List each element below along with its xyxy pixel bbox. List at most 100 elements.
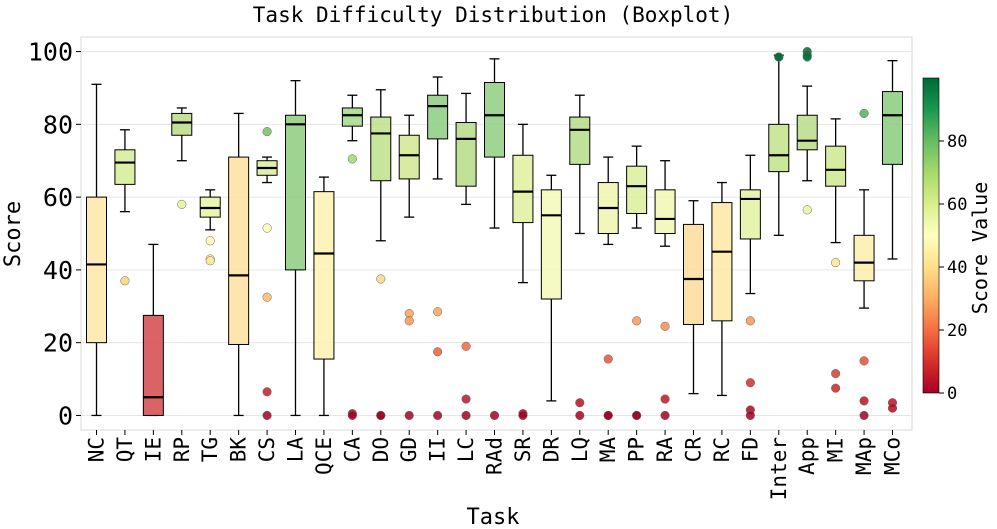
- outlier-point: [660, 410, 670, 420]
- box-rad: [484, 58, 505, 420]
- outlier-point: [404, 410, 414, 420]
- outlier-point: [603, 410, 613, 420]
- x-tick-label: MI: [824, 437, 848, 462]
- x-tick-label: QT: [113, 437, 137, 463]
- box-fd: [739, 154, 761, 420]
- colorbar-gradient: [922, 77, 940, 394]
- outlier-point: [660, 394, 670, 404]
- outlier-point: [745, 378, 755, 388]
- box-iqr: [853, 234, 875, 282]
- colorbar-tick-label: 60: [947, 195, 967, 215]
- box-iqr: [654, 189, 676, 234]
- box-iqr: [228, 156, 250, 345]
- outlier-point: [461, 410, 471, 420]
- plot-area: [80, 36, 913, 431]
- x-tick-label: RP: [170, 437, 194, 462]
- box-iqr: [711, 202, 733, 322]
- colorbar-tick-label: 80: [947, 132, 967, 152]
- outlier-point: [632, 316, 642, 326]
- box-iqr: [285, 114, 306, 271]
- x-tick-label: DO: [369, 437, 393, 462]
- box-la: [285, 80, 306, 417]
- box-rc: [711, 181, 733, 397]
- colorbar-tick-label: 0: [947, 384, 957, 404]
- x-tick-label: DR: [539, 437, 563, 463]
- box-iqr: [796, 114, 818, 151]
- box-bk: [228, 112, 250, 417]
- box-app: [796, 47, 818, 215]
- x-tick-label: LC: [454, 437, 478, 462]
- outlier-point: [262, 292, 272, 302]
- outlier-point: [831, 258, 841, 268]
- box-iqr: [882, 91, 903, 165]
- x-tick-label: RA: [653, 437, 677, 463]
- outlier-point: [518, 410, 528, 420]
- outlier-point: [859, 396, 869, 406]
- box-iqr: [626, 165, 648, 214]
- outlier-point: [347, 410, 357, 420]
- x-tick-label: App: [795, 437, 819, 475]
- x-axis-label: Task: [467, 505, 520, 529]
- box-mco: [882, 60, 903, 413]
- outlier-point: [461, 394, 471, 404]
- box-mi: [825, 118, 847, 393]
- box-iqr: [768, 123, 790, 173]
- y-axis-label: Score: [1, 201, 26, 267]
- outlier-point: [433, 347, 443, 357]
- x-tick-label: MA: [596, 437, 620, 463]
- x-tick-label: IE: [141, 437, 165, 462]
- box-iqr: [313, 191, 335, 360]
- outlier-point: [262, 410, 272, 420]
- chart-title: Task Difficulty Distribution (Boxplot): [253, 3, 733, 27]
- outlier-point: [404, 316, 414, 326]
- box-iqr: [540, 189, 562, 300]
- outlier-point: [376, 410, 386, 420]
- box-qt: [114, 129, 136, 286]
- y-tick-label: 40: [43, 256, 73, 285]
- x-tick-label: SR: [511, 437, 535, 463]
- box-lc: [455, 92, 477, 420]
- outlier-point: [887, 403, 898, 413]
- outlier-point: [489, 410, 500, 420]
- outlier-point: [859, 356, 869, 366]
- colorbar-tick-label: 20: [947, 321, 967, 341]
- box-iqr: [455, 122, 477, 187]
- box-cs: [256, 127, 278, 420]
- outlier-point: [575, 398, 585, 408]
- box-iqr: [398, 134, 420, 180]
- box-iqr: [341, 107, 363, 127]
- box-sr: [512, 123, 534, 420]
- box-iqr: [739, 189, 761, 240]
- outlier-point: [831, 369, 841, 379]
- x-tick-label: LA: [284, 437, 308, 463]
- box-qce: [313, 176, 335, 417]
- outlier-point: [802, 205, 812, 215]
- x-tick-label: CR: [682, 437, 706, 463]
- box-nc: [86, 83, 107, 417]
- boxes: [86, 47, 903, 420]
- outlier-point: [262, 223, 272, 233]
- outlier-point: [376, 274, 386, 284]
- box-iqr: [86, 196, 107, 344]
- box-inter: [768, 52, 790, 236]
- outlier-point: [461, 341, 471, 351]
- outlier-point: [347, 154, 357, 164]
- outlier-point: [859, 108, 869, 118]
- outlier-point: [802, 52, 812, 62]
- box-iqr: [825, 145, 847, 187]
- x-tick-label: RC: [710, 437, 734, 462]
- box-iqr: [171, 112, 193, 136]
- x-tick-label: LQ: [568, 437, 592, 462]
- box-iqr: [114, 149, 136, 185]
- x-axis: NC QT IE RP TG BK CS LA QCE CA DO GD II LC RAd SR DR LQ MA…: [85, 430, 905, 500]
- y-tick-label: 100: [28, 38, 73, 67]
- x-tick-label: TG: [198, 437, 222, 462]
- x-tick-label: MCo: [881, 437, 905, 475]
- x-tick-label: CA: [340, 437, 364, 463]
- x-tick-label: MAp: [852, 437, 876, 475]
- box-iqr: [569, 116, 591, 165]
- y-tick-label: 20: [43, 329, 73, 358]
- outlier-point: [205, 256, 215, 266]
- box-ie: [142, 243, 164, 417]
